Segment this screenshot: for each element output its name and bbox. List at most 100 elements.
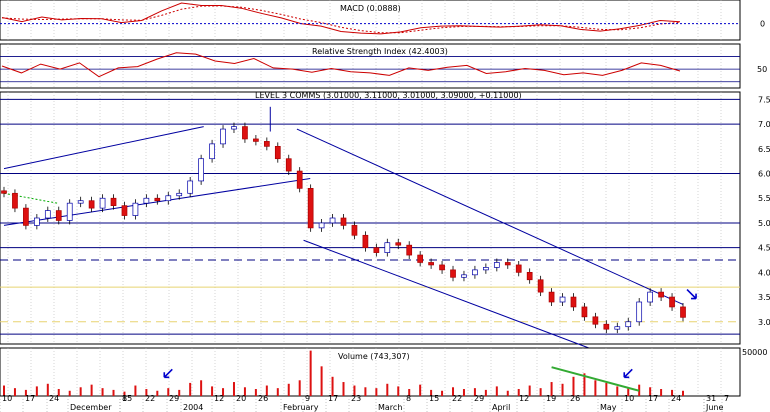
rsi-title: Relative Strength Index (42.4003)	[312, 47, 448, 56]
candle	[198, 158, 204, 182]
date-tick-label: March	[378, 403, 402, 412]
date-tick-label: 15	[429, 394, 439, 403]
date-tick-label: April	[492, 403, 510, 412]
price-frame	[0, 91, 741, 345]
candle	[88, 200, 95, 209]
macd-tick-label: 0	[760, 20, 765, 29]
candle	[603, 323, 610, 330]
panel-titles: MACD (0.0888) Relative Strength Index (4…	[255, 4, 522, 361]
candle	[12, 192, 18, 209]
candle	[77, 200, 84, 204]
date-tick-label: 7	[724, 394, 729, 403]
candle	[362, 234, 369, 248]
candle	[187, 180, 194, 194]
date-tick-label: 17	[648, 394, 658, 403]
candle	[581, 306, 588, 318]
date-tick-label: 12	[519, 394, 529, 403]
candle	[493, 262, 500, 268]
candle	[329, 217, 336, 224]
date-tick-label: 31	[706, 394, 716, 403]
candle	[373, 247, 380, 253]
candle	[559, 296, 566, 303]
candle	[614, 326, 621, 330]
price-tick-label: 7.0	[758, 120, 770, 129]
date-tick-label: 12	[214, 394, 224, 403]
candle	[483, 267, 489, 271]
volume-trendline	[551, 366, 640, 392]
volume-arrow-annotation	[163, 368, 173, 379]
date-tick-label: 20	[236, 394, 246, 403]
price-tick-label: 4.5	[758, 244, 770, 253]
date-tick-label: 8	[406, 394, 411, 403]
candle	[165, 195, 172, 202]
candle	[658, 291, 664, 298]
date-tick-label: 23	[351, 394, 361, 403]
candle	[99, 197, 106, 209]
candle	[132, 202, 139, 216]
candle	[209, 143, 215, 160]
candle	[318, 222, 325, 229]
date-tick-label: 26	[570, 394, 580, 403]
date-tick-label: February	[283, 403, 319, 412]
candle	[625, 321, 632, 328]
date-tick-label: June	[705, 403, 724, 412]
candle	[428, 262, 434, 266]
candle	[537, 279, 544, 293]
candle	[285, 158, 292, 172]
date-tick-label: 29	[169, 394, 179, 403]
rsi-panel: 50	[0, 43, 767, 89]
candle	[548, 291, 555, 303]
candle	[450, 269, 456, 278]
rsi-tick-label: 50	[757, 65, 767, 74]
date-tick-label: December	[70, 403, 112, 412]
candle	[296, 170, 303, 189]
candle	[526, 272, 533, 281]
candle	[504, 262, 511, 266]
price-tick-label: 3.5	[758, 293, 770, 302]
price-panel: 3.0 3.5 4.0 4.5 5.0 5.5 6.0 6.5 7.0 7.5	[0, 91, 770, 384]
candle	[274, 146, 281, 160]
date-tick-label: May	[600, 403, 617, 412]
candle	[340, 217, 347, 226]
price-tick-label: 5.0	[758, 219, 770, 228]
candle	[220, 128, 226, 145]
candle	[242, 126, 248, 140]
volume-frame	[0, 347, 741, 397]
candle	[406, 244, 413, 256]
date-tick-label: 19	[546, 394, 556, 403]
date-tick-label: 26	[258, 394, 268, 403]
macd-panel: 0	[0, 0, 765, 41]
volume-title: Volume (743,307)	[338, 352, 410, 361]
price-trendline	[296, 128, 684, 305]
price-title: LEVEL 3 COMMS (3.01000, 3.11000, 3.01000…	[255, 91, 522, 100]
price-tick-label: 3.0	[758, 318, 770, 327]
rsi-line	[1, 52, 681, 78]
date-tick-label: 24	[671, 394, 681, 403]
price-arrow-annotation	[686, 289, 697, 300]
candle	[34, 217, 40, 226]
macd-series-0	[1, 2, 681, 35]
volume-tick-label: 50000	[742, 348, 767, 357]
date-tick-label: 9	[305, 394, 310, 403]
candle	[263, 141, 270, 147]
candle	[592, 316, 599, 325]
date-tick-label: 24	[49, 394, 59, 403]
candle	[231, 126, 237, 130]
candle	[176, 192, 183, 197]
price-tick-label: 7.5	[758, 95, 770, 104]
candle	[121, 205, 128, 216]
price-tick-label: 5.5	[758, 194, 770, 203]
candle	[143, 197, 150, 204]
candle	[384, 242, 391, 253]
date-tick-label: 2004	[183, 403, 203, 412]
candle	[307, 188, 314, 229]
rsi-frame	[0, 43, 741, 89]
price-tick-label: 6.5	[758, 145, 770, 154]
date-tick-label: 29	[474, 394, 484, 403]
candle	[515, 264, 522, 273]
price-tick-label: 4.0	[758, 268, 770, 277]
candle	[110, 197, 117, 206]
candle	[439, 264, 445, 271]
volume-panel: 50000	[0, 347, 767, 397]
